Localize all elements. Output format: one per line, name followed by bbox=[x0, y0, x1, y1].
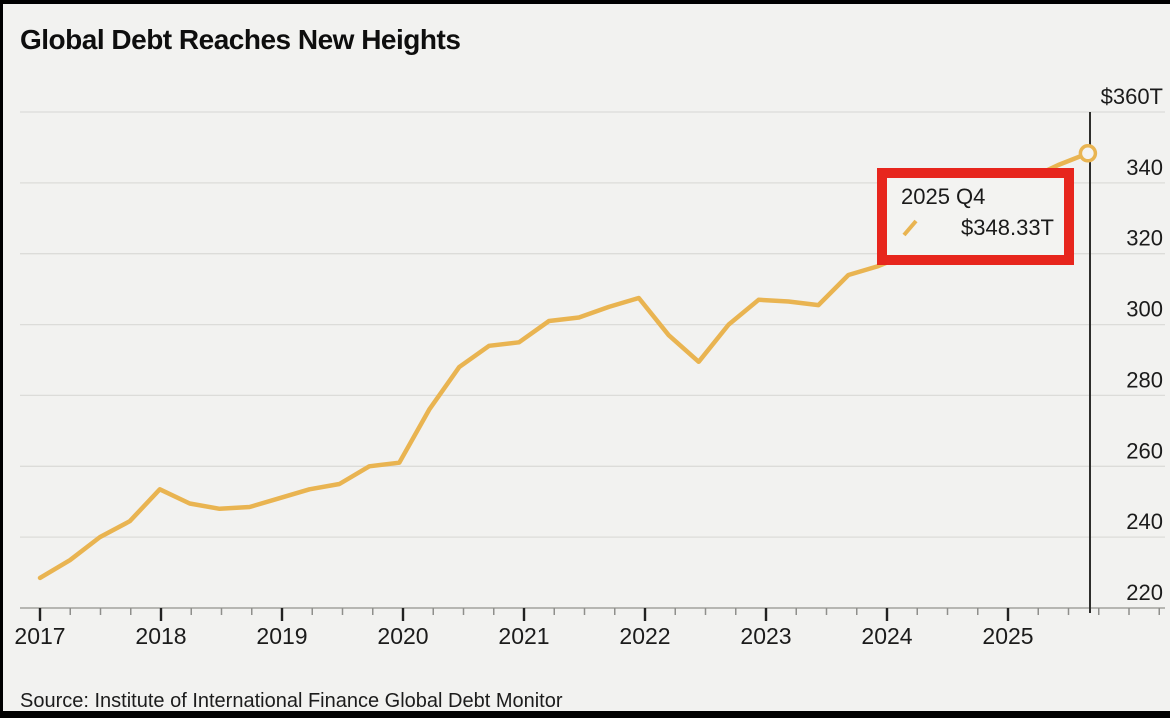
y-axis-tick-label: 240 bbox=[1126, 509, 1163, 534]
x-axis-tick-label: 2020 bbox=[377, 623, 428, 649]
left-frame-edge bbox=[0, 0, 3, 718]
series-line-swatch-icon bbox=[902, 219, 918, 237]
x-axis-tick-label: 2021 bbox=[498, 623, 549, 649]
y-axis-tick-label: 260 bbox=[1126, 438, 1163, 463]
y-axis-tick-label: 340 bbox=[1126, 155, 1163, 180]
x-axis-tick-label: 2017 bbox=[14, 623, 65, 649]
y-axis-tick-label: 320 bbox=[1126, 226, 1163, 251]
top-frame-bar bbox=[0, 0, 1170, 4]
y-axis-tick-label: 300 bbox=[1126, 297, 1163, 322]
y-axis-tick-label: 280 bbox=[1126, 367, 1163, 392]
x-axis-tick-label: 2019 bbox=[256, 623, 307, 649]
y-axis-tick-label: 220 bbox=[1126, 580, 1163, 605]
global-debt-line-chart: $360T 340 320 300 280 260 240 220 2017 2018 2019 20… bbox=[14, 84, 1165, 649]
x-axis-tick-label: 2024 bbox=[861, 623, 912, 649]
highlight-point-marker bbox=[1078, 144, 1098, 163]
x-axis-tick-label: 2022 bbox=[619, 623, 670, 649]
x-axis-tick-label: 2025 bbox=[982, 623, 1033, 649]
highlight-annotation-box: 2025 Q4 $348.33T bbox=[877, 168, 1074, 265]
bottom-frame-bar bbox=[0, 711, 1170, 718]
y-axis-tick-label: $360T bbox=[1101, 84, 1163, 109]
page-title: Global Debt Reaches New Heights bbox=[20, 24, 461, 55]
tooltip-period-label: 2025 Q4 bbox=[901, 184, 986, 209]
source-note: Source: Institute of International Finan… bbox=[20, 690, 563, 712]
tooltip-value-row: $348.33T bbox=[901, 215, 1054, 241]
tooltip-value-label: $348.33T bbox=[961, 215, 1054, 240]
x-axis-tick-label: 2018 bbox=[135, 623, 186, 649]
x-axis-tick-label: 2023 bbox=[740, 623, 791, 649]
